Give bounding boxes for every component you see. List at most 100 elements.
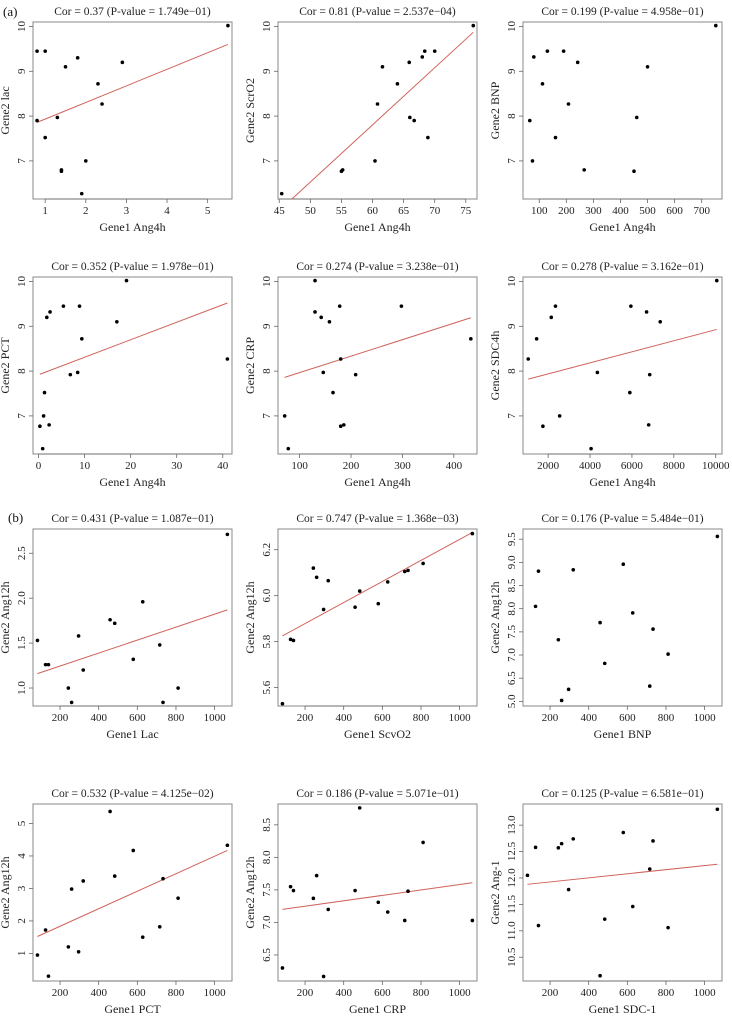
data-point — [470, 531, 475, 536]
y-tick-label: 7.0 — [506, 648, 518, 662]
data-point — [545, 49, 550, 53]
data-point — [63, 65, 68, 69]
x-axis-label: Gene1 PCT — [104, 1002, 161, 1013]
data-point — [525, 873, 530, 878]
x-tick-label: 600 — [129, 987, 146, 999]
y-tick-label: 7 — [16, 158, 28, 164]
x-tick-label: 60 — [367, 205, 379, 217]
scatter-panel-4: Cor = 0.352 (P-value = 1.978e−01) 0 10 20 30… — [0, 261, 233, 489]
x-tick-label: 500 — [639, 205, 656, 217]
x-tick-label: 50 — [305, 205, 317, 217]
regression-line — [284, 317, 471, 378]
chart-title: Cor = 0.37 (P-value = 1.749e−01) — [54, 6, 211, 18]
data-point — [553, 135, 558, 140]
data-point — [112, 621, 117, 626]
data-point — [35, 49, 39, 53]
data-point — [225, 532, 230, 537]
x-tick-label: 1000 — [694, 712, 717, 724]
y-tick-label: 11.0 — [506, 921, 518, 940]
x-tick-label: 1000 — [204, 712, 227, 724]
y-axis-label: Gene2 Ang-1 — [488, 860, 502, 924]
x-tick-label: 3 — [124, 205, 130, 217]
data-point — [621, 562, 626, 567]
x-tick-label: 4 — [164, 205, 170, 217]
chart-title: Cor = 0.532 (P-value = 4.125e−02) — [51, 788, 213, 800]
data-point — [647, 684, 652, 688]
data-point — [561, 49, 566, 53]
data-point — [279, 191, 284, 196]
y-tick-label: 6.5 — [261, 948, 273, 962]
data-point — [326, 578, 331, 583]
scatter-panel-12: Cor = 0.125 (P-value = 6.581e−01) 200 400 6… — [488, 788, 723, 1016]
y-tick-label: 10 — [506, 275, 518, 287]
data-point — [566, 687, 571, 692]
x-tick-label: 600 — [129, 712, 146, 724]
regression-line — [39, 302, 228, 375]
data-point — [628, 390, 632, 395]
y-tick-label: 10 — [506, 20, 518, 32]
data-point — [402, 918, 407, 923]
y-axis-label: Gene2 Ang12h — [0, 581, 12, 653]
section-label-a: (a) — [3, 4, 18, 19]
x-tick-label: 45 — [274, 205, 286, 217]
x-tick-label: 400 — [446, 460, 463, 472]
x-tick-label: 200 — [542, 712, 559, 724]
data-point — [131, 848, 136, 853]
y-axis-label: Gene2 Ang12h — [243, 856, 257, 928]
y-tick-label: 8.0 — [261, 850, 273, 864]
x-tick-label: 800 — [168, 987, 185, 999]
x-tick-label: 2000 — [537, 460, 560, 472]
y-tick-label: 6.5 — [506, 671, 518, 685]
data-point — [38, 424, 42, 429]
data-point — [140, 935, 145, 939]
y-tick-label: 9 — [506, 323, 518, 329]
y-tick-label: 7 — [261, 413, 273, 419]
data-point — [575, 60, 580, 65]
data-point — [566, 102, 571, 106]
x-tick-label: 1 — [42, 205, 48, 217]
y-tick-label: 1.5 — [16, 636, 28, 650]
x-tick-label: 8000 — [663, 460, 686, 472]
data-point — [598, 973, 602, 978]
y-axis-label: Gene2 Ang12h — [488, 581, 502, 653]
y-axis-label: Gene2 Ang12h — [243, 581, 257, 653]
data-point — [469, 337, 473, 341]
x-tick-label: 700 — [693, 205, 710, 217]
x-tick-label: 400 — [335, 712, 352, 724]
x-tick-label: 2 — [83, 205, 89, 217]
y-tick-label: 8.5 — [506, 578, 518, 592]
chart-title: Cor = 0.176 (P-value = 5.484e−01) — [541, 513, 703, 525]
scatter-panel-9: Cor = 0.176 (P-value = 5.484e−01) 200 400 6… — [488, 513, 723, 741]
data-point — [556, 637, 561, 642]
regression-line — [37, 609, 228, 675]
data-point — [406, 568, 410, 573]
data-point — [314, 575, 319, 580]
x-tick-label: 55 — [336, 205, 348, 217]
data-point — [47, 423, 51, 427]
y-axis-label: Gene2 ScrO2 — [243, 78, 257, 143]
data-point — [157, 643, 162, 647]
data-point — [120, 60, 125, 65]
x-tick-label: 30 — [171, 460, 183, 472]
scatter-panel-2: Cor = 0.81 (P-value = 2.537e−04) 45 50 55 60… — [243, 6, 478, 234]
y-tick-label: 12.5 — [506, 841, 518, 861]
data-point — [715, 534, 720, 539]
x-tick-label: 400 — [580, 987, 597, 999]
data-point — [408, 115, 412, 120]
y-tick-label: 6.2 — [261, 543, 273, 557]
y-tick-label: 7 — [261, 158, 273, 164]
chart-title: Cor = 0.125 (P-value = 6.581e−01) — [541, 788, 703, 800]
x-tick-label: 65 — [398, 205, 410, 217]
data-point — [630, 904, 635, 909]
data-point — [282, 414, 287, 418]
data-point — [658, 320, 663, 324]
x-tick-label: 400 — [580, 712, 597, 724]
data-point — [327, 320, 332, 324]
data-point — [176, 896, 180, 900]
x-tick-label: 600 — [619, 712, 636, 724]
data-point — [402, 569, 407, 574]
x-axis-label: Gene1 ScvO2 — [344, 727, 411, 741]
data-point — [291, 888, 296, 893]
data-point — [559, 698, 564, 703]
y-tick-label: 3 — [16, 885, 28, 891]
